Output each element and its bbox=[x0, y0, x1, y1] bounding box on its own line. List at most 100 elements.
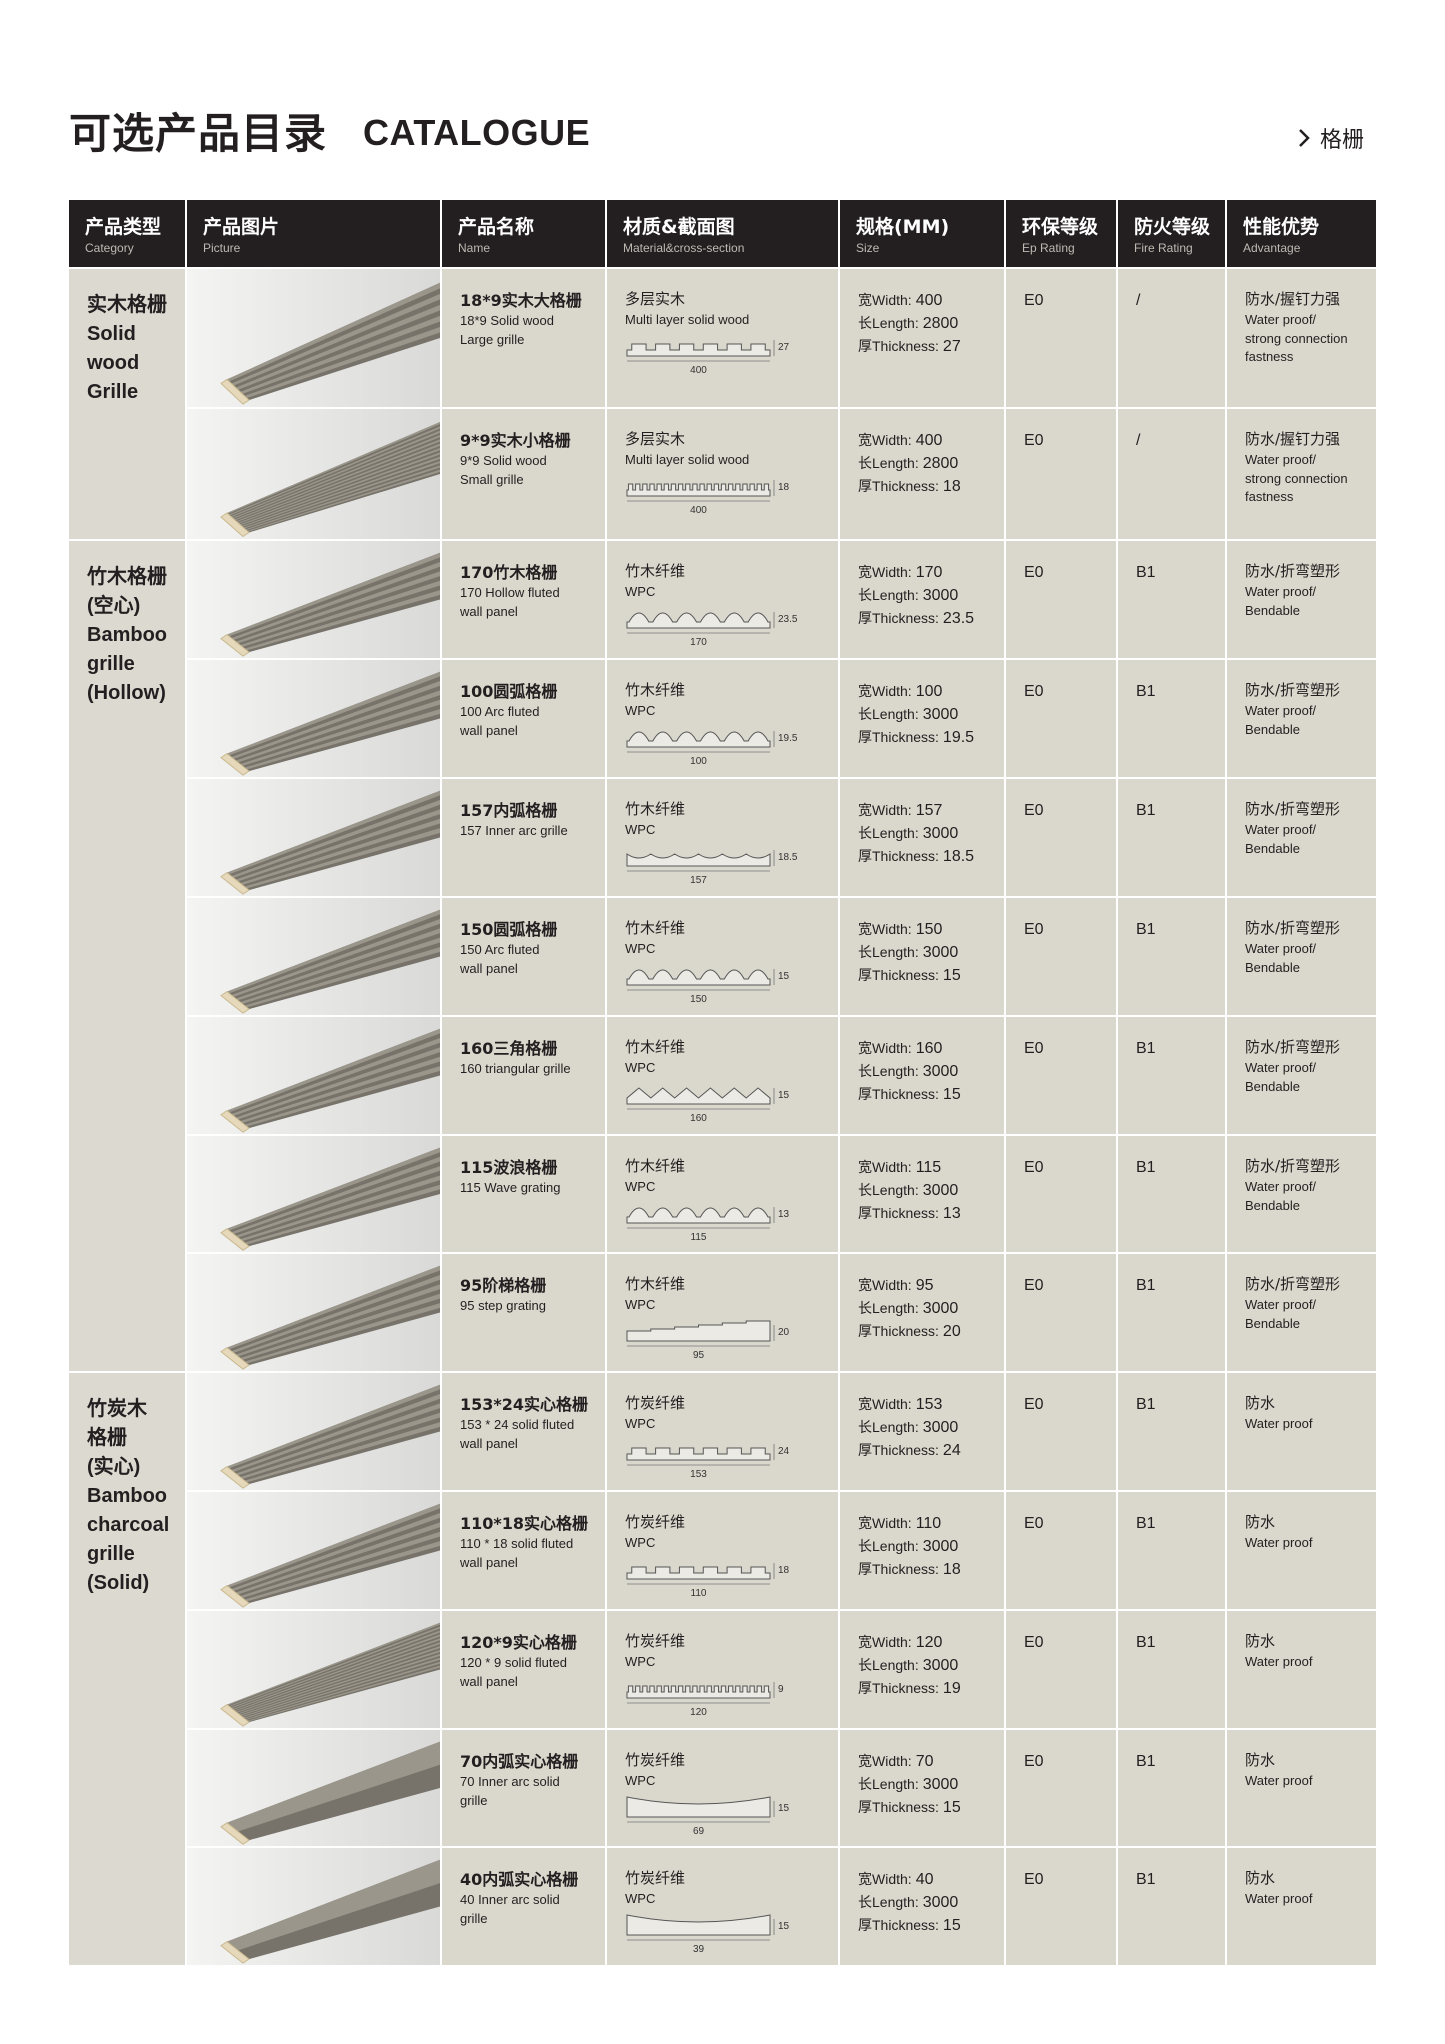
name-en: wall panel bbox=[460, 1674, 518, 1690]
section-width: 39 bbox=[693, 1944, 705, 1953]
panel-slat bbox=[227, 1859, 440, 1951]
size-label: 长Length: bbox=[858, 1776, 919, 1793]
section-width: 400 bbox=[690, 505, 707, 514]
size-line: 长Length: 3000 bbox=[858, 1773, 1004, 1796]
name-cell: 100圆弧格栅 100 Arc fluted wall panel bbox=[442, 660, 605, 777]
advantage-en: fastness bbox=[1245, 489, 1294, 505]
panel-end bbox=[220, 1584, 250, 1608]
size-label: 长Length: bbox=[858, 587, 919, 604]
name-cn: 153*24实心格栅 bbox=[460, 1395, 589, 1414]
fire-rating: B1 bbox=[1136, 683, 1156, 700]
material-cell: 竹木纤维 WPC 18.5 157 bbox=[607, 779, 838, 896]
size-line: 宽Width: 110 bbox=[858, 1512, 1004, 1535]
material-cn: 多层实木 bbox=[625, 430, 686, 448]
panel-slat bbox=[240, 315, 440, 394]
column-header: 性能优势 Advantage bbox=[1227, 200, 1376, 267]
fire-rating: B1 bbox=[1136, 1753, 1156, 1770]
panel-slat bbox=[227, 1147, 440, 1231]
size-label: 宽Width: bbox=[858, 683, 912, 699]
name-en: wall panel bbox=[460, 723, 518, 739]
material-cell: 竹炭纤维 WPC 15 69 bbox=[607, 1730, 838, 1846]
panel-slat bbox=[240, 699, 440, 766]
advantage-en: Water proof/ bbox=[1245, 1059, 1317, 1075]
name-en: wall panel bbox=[460, 1436, 518, 1452]
name-en: 9*9 Solid wood bbox=[460, 453, 547, 469]
product-image bbox=[220, 1503, 440, 1608]
fire-rating: B1 bbox=[1136, 802, 1156, 819]
size-line: 厚Thickness: 18.5 bbox=[858, 845, 1004, 868]
nav-label[interactable]: 格栅 bbox=[1320, 128, 1365, 153]
size-line: 厚Thickness: 23.5 bbox=[858, 607, 1004, 630]
size-value: 15 bbox=[942, 1799, 961, 1817]
category-line: Grille bbox=[87, 381, 139, 403]
size-line: 厚Thickness: 18 bbox=[858, 1558, 1004, 1581]
material-cell: 竹木纤维 WPC 20 95 bbox=[607, 1254, 838, 1371]
panel-slat bbox=[244, 1422, 440, 1483]
material-cell: 竹木纤维 WPC 13 115 bbox=[607, 1136, 838, 1252]
ep-cell: E0 bbox=[1006, 898, 1116, 1015]
name-en: 110 * 18 solid fluted bbox=[460, 1536, 574, 1552]
category-line: 竹炭木 bbox=[87, 1398, 147, 1420]
advantage-en: Bendable bbox=[1245, 721, 1300, 737]
picture-cell bbox=[187, 660, 440, 777]
panel-slat bbox=[235, 304, 440, 390]
size-label: 宽Width: bbox=[858, 1277, 912, 1293]
advantage-cell: 防水 Water proof bbox=[1227, 1492, 1376, 1609]
size-value: 2800 bbox=[922, 455, 959, 473]
material-cn: 竹木纤维 bbox=[625, 1038, 686, 1056]
advantage-cell: 防水/折弯塑形 Water proof/Bendable bbox=[1227, 779, 1376, 896]
size-label: 宽Width: bbox=[858, 1040, 912, 1056]
panel-slat bbox=[240, 1531, 440, 1598]
ep-rating: E0 bbox=[1024, 1159, 1044, 1176]
advantage-cell: 防水/折弯塑形 Water proof/Bendable bbox=[1227, 1254, 1376, 1371]
column-header-en: Picture bbox=[203, 241, 241, 255]
section-profile bbox=[626, 1447, 771, 1461]
size-line: 宽Width: 70 bbox=[858, 1750, 1004, 1773]
ep-rating: E0 bbox=[1024, 292, 1044, 309]
size-label: 厚Thickness: bbox=[858, 1680, 939, 1697]
panel-slat bbox=[231, 800, 440, 878]
material-en: Multi layer solid wood bbox=[625, 451, 750, 467]
section-thickness: 15 bbox=[778, 971, 790, 982]
name-en: wall panel bbox=[460, 604, 518, 620]
panel-slat bbox=[241, 1653, 440, 1718]
advantage-en: Bendable bbox=[1245, 1197, 1300, 1213]
material-cn: 竹木纤维 bbox=[625, 1157, 686, 1175]
column-header-cn: 性能优势 bbox=[1243, 216, 1320, 238]
panel-slat bbox=[241, 456, 440, 527]
size-cell: 宽Width: 157 长Length: 3000 厚Thickness: 18.5 bbox=[840, 779, 1004, 896]
panel-slat bbox=[243, 461, 440, 529]
nav-link[interactable]: 格栅 bbox=[1298, 122, 1364, 154]
size-cell: 宽Width: 95 长Length: 3000 厚Thickness: 20 bbox=[840, 1254, 1004, 1371]
size-value: 15 bbox=[942, 967, 961, 985]
panel-slat bbox=[235, 928, 440, 1001]
advantage-en: Water proof/ bbox=[1245, 583, 1317, 599]
fire-cell: B1 bbox=[1118, 1136, 1225, 1252]
column-header: 产品名称 Name bbox=[442, 200, 605, 267]
ep-cell: E0 bbox=[1006, 1848, 1116, 1965]
advantage-cn: 防水/握钉力强 bbox=[1245, 430, 1341, 448]
section-width: 115 bbox=[691, 1232, 707, 1241]
fire-cell: B1 bbox=[1118, 898, 1225, 1015]
panel-slat bbox=[231, 293, 440, 386]
advantage-cell: 防水/折弯塑形 Water proof/Bendable bbox=[1227, 1017, 1376, 1134]
size-cell: 宽Width: 153 长Length: 3000 厚Thickness: 24 bbox=[840, 1373, 1004, 1490]
size-label: 宽Width: bbox=[858, 1753, 912, 1769]
material-cn: 竹炭纤维 bbox=[625, 1869, 686, 1887]
material-cn: 竹木纤维 bbox=[625, 800, 686, 818]
panel-slat bbox=[230, 1630, 440, 1709]
advantage-cn: 防水 bbox=[1245, 1751, 1276, 1769]
size-line: 厚Thickness: 15 bbox=[858, 964, 1004, 987]
fire-cell: B1 bbox=[1118, 1254, 1225, 1371]
advantage-cell: 防水/握钉力强 Water proof/strong connection fast… bbox=[1227, 269, 1376, 407]
name-en: 153 * 24 solid fluted bbox=[460, 1417, 575, 1433]
material-cell: 竹炭纤维 WPC 9 120 bbox=[607, 1611, 838, 1728]
size-value: 13 bbox=[942, 1205, 961, 1223]
fire-cell: B1 bbox=[1118, 779, 1225, 896]
size-value: 170 bbox=[915, 564, 943, 581]
name-cn: 9*9实木小格栅 bbox=[460, 431, 571, 450]
size-cell: 宽Width: 40 长Length: 3000 厚Thickness: 15 bbox=[840, 1848, 1004, 1965]
panel-slat bbox=[227, 1384, 440, 1469]
panel-slat bbox=[244, 590, 440, 651]
cross-section: 27 400 bbox=[626, 339, 790, 376]
